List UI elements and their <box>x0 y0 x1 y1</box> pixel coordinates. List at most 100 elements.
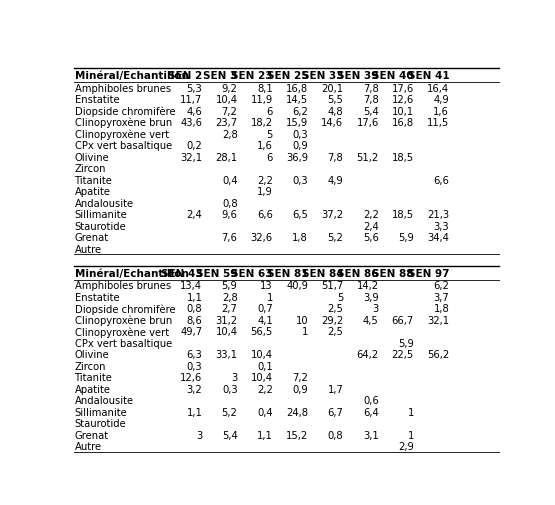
Text: 5,2: 5,2 <box>327 233 344 242</box>
Text: Titanite: Titanite <box>74 373 113 383</box>
Text: SEN 40: SEN 40 <box>372 71 414 81</box>
Text: 40,9: 40,9 <box>286 281 308 291</box>
Text: 5,4: 5,4 <box>222 430 238 440</box>
Text: 10,4: 10,4 <box>215 95 238 105</box>
Text: 0,7: 0,7 <box>257 304 273 314</box>
Text: 0,6: 0,6 <box>363 395 379 406</box>
Text: SEN 88: SEN 88 <box>372 269 414 279</box>
Text: 2,4: 2,4 <box>186 210 202 220</box>
Text: 28,1: 28,1 <box>215 153 238 162</box>
Text: SEN 59: SEN 59 <box>196 269 238 279</box>
Text: 29,2: 29,2 <box>321 315 344 325</box>
Text: 3: 3 <box>196 430 202 440</box>
Text: SEN 86: SEN 86 <box>337 269 379 279</box>
Text: 1,7: 1,7 <box>327 384 344 394</box>
Text: 15,9: 15,9 <box>286 118 308 128</box>
Text: 6,6: 6,6 <box>257 210 273 220</box>
Text: 31,2: 31,2 <box>215 315 238 325</box>
Text: 7,2: 7,2 <box>292 373 308 383</box>
Text: 10: 10 <box>295 315 308 325</box>
Text: 10,4: 10,4 <box>251 373 273 383</box>
Text: 7,8: 7,8 <box>363 95 379 105</box>
Text: 14,2: 14,2 <box>356 281 379 291</box>
Text: 13: 13 <box>260 281 273 291</box>
Text: 6,5: 6,5 <box>292 210 308 220</box>
Text: 1: 1 <box>302 327 308 337</box>
Text: 1,1: 1,1 <box>257 430 273 440</box>
Text: Clinopyroxène brun: Clinopyroxène brun <box>74 315 172 326</box>
Text: 0,2: 0,2 <box>186 141 202 151</box>
Text: CPx vert basaltique: CPx vert basaltique <box>74 141 172 151</box>
Text: 5,9: 5,9 <box>398 338 414 348</box>
Text: 2,2: 2,2 <box>257 175 273 185</box>
Text: 2,7: 2,7 <box>221 304 238 314</box>
Text: 5,9: 5,9 <box>398 233 414 242</box>
Text: 5,2: 5,2 <box>221 407 238 417</box>
Text: 2,5: 2,5 <box>327 327 344 337</box>
Text: 0,9: 0,9 <box>292 384 308 394</box>
Text: 0,3: 0,3 <box>222 384 238 394</box>
Text: 37,2: 37,2 <box>321 210 344 220</box>
Text: 14,6: 14,6 <box>321 118 344 128</box>
Text: 4,8: 4,8 <box>328 107 344 117</box>
Text: 11,9: 11,9 <box>250 95 273 105</box>
Text: Apatite: Apatite <box>74 187 110 197</box>
Text: 0,3: 0,3 <box>292 129 308 139</box>
Text: 2,4: 2,4 <box>363 221 379 231</box>
Text: Clinopyroxène brun: Clinopyroxène brun <box>74 118 172 128</box>
Text: 0,8: 0,8 <box>328 430 344 440</box>
Text: 18,5: 18,5 <box>392 153 414 162</box>
Text: SEN 39: SEN 39 <box>337 71 379 81</box>
Text: Autre: Autre <box>74 441 102 451</box>
Text: 56,2: 56,2 <box>427 349 449 360</box>
Text: 2,8: 2,8 <box>222 292 238 302</box>
Text: 6,3: 6,3 <box>186 349 202 360</box>
Text: Sillimanite: Sillimanite <box>74 210 127 220</box>
Text: 3: 3 <box>231 373 238 383</box>
Text: 0,8: 0,8 <box>222 198 238 208</box>
Text: 15,2: 15,2 <box>286 430 308 440</box>
Text: Diopside chromifère: Diopside chromifère <box>74 304 175 314</box>
Text: Apatite: Apatite <box>74 384 110 394</box>
Text: 2,2: 2,2 <box>363 210 379 220</box>
Text: 0,4: 0,4 <box>222 175 238 185</box>
Text: Zircon: Zircon <box>74 361 106 371</box>
Text: 0,4: 0,4 <box>257 407 273 417</box>
Text: 6,2: 6,2 <box>433 281 449 291</box>
Text: 12,6: 12,6 <box>392 95 414 105</box>
Text: 7,2: 7,2 <box>221 107 238 117</box>
Text: 6: 6 <box>266 107 273 117</box>
Text: 10,4: 10,4 <box>251 349 273 360</box>
Text: Enstatite: Enstatite <box>74 95 119 105</box>
Text: 6: 6 <box>266 153 273 162</box>
Text: 5,9: 5,9 <box>221 281 238 291</box>
Text: SEN 3: SEN 3 <box>203 71 238 81</box>
Text: 3,7: 3,7 <box>433 292 449 302</box>
Text: 5,3: 5,3 <box>186 83 202 93</box>
Text: 4,5: 4,5 <box>363 315 379 325</box>
Text: Andalousite: Andalousite <box>74 198 134 208</box>
Text: 4,6: 4,6 <box>186 107 202 117</box>
Text: 6,7: 6,7 <box>327 407 344 417</box>
Text: 3: 3 <box>372 304 379 314</box>
Text: 11,5: 11,5 <box>427 118 449 128</box>
Text: 10,1: 10,1 <box>392 107 414 117</box>
Text: SEN 84: SEN 84 <box>302 269 344 279</box>
Text: Amphiboles brunes: Amphiboles brunes <box>74 281 170 291</box>
Text: 1,1: 1,1 <box>186 407 202 417</box>
Text: SEN 97: SEN 97 <box>408 269 449 279</box>
Text: 3,1: 3,1 <box>363 430 379 440</box>
Text: 13,4: 13,4 <box>180 281 202 291</box>
Text: 32,1: 32,1 <box>180 153 202 162</box>
Text: 8,6: 8,6 <box>186 315 202 325</box>
Text: 16,4: 16,4 <box>427 83 449 93</box>
Text: Zircon: Zircon <box>74 164 106 174</box>
Text: 2,9: 2,9 <box>398 441 414 451</box>
Text: 22,5: 22,5 <box>392 349 414 360</box>
Text: 17,6: 17,6 <box>356 118 379 128</box>
Text: 14,5: 14,5 <box>286 95 308 105</box>
Text: 5,5: 5,5 <box>327 95 344 105</box>
Text: 4,1: 4,1 <box>257 315 273 325</box>
Text: Minéral/Echantillon: Minéral/Echantillon <box>74 269 188 279</box>
Text: 7,6: 7,6 <box>221 233 238 242</box>
